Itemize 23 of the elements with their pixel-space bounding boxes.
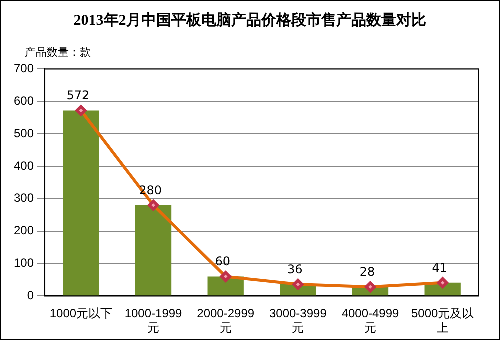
y-tick-label: 300 xyxy=(14,191,34,206)
data-label: 572 xyxy=(66,88,90,103)
bar xyxy=(135,205,172,296)
y-tick-label: 500 xyxy=(14,126,34,140)
y-tick-label: 0 xyxy=(27,288,34,303)
y-tick-label: 400 xyxy=(14,158,34,173)
y-tick-label: 700 xyxy=(14,62,34,76)
bar xyxy=(63,110,100,296)
data-label: 36 xyxy=(288,262,303,277)
y-tick-label: 100 xyxy=(14,256,34,270)
x-tick-label: 3000-3999元 xyxy=(269,306,328,336)
x-tick-label: 1000-1999元 xyxy=(124,306,183,336)
y-tick-label: 600 xyxy=(14,94,34,108)
x-tick-label: 4000-4999元 xyxy=(342,306,400,336)
data-label: 28 xyxy=(360,265,376,280)
x-tick-label: 5000元及以上 xyxy=(411,306,474,336)
data-label: 60 xyxy=(215,254,230,269)
x-tick-label: 2000-2999元 xyxy=(197,306,255,336)
x-tick-label: 1000元以下 xyxy=(50,306,113,321)
y-axis-title: 产品数量：款 xyxy=(25,45,91,60)
data-label: 41 xyxy=(432,260,448,275)
chart-title: 2013年2月中国平板电脑产品价格段市售产品数量对比 xyxy=(72,11,428,30)
y-tick-label: 200 xyxy=(14,224,34,238)
